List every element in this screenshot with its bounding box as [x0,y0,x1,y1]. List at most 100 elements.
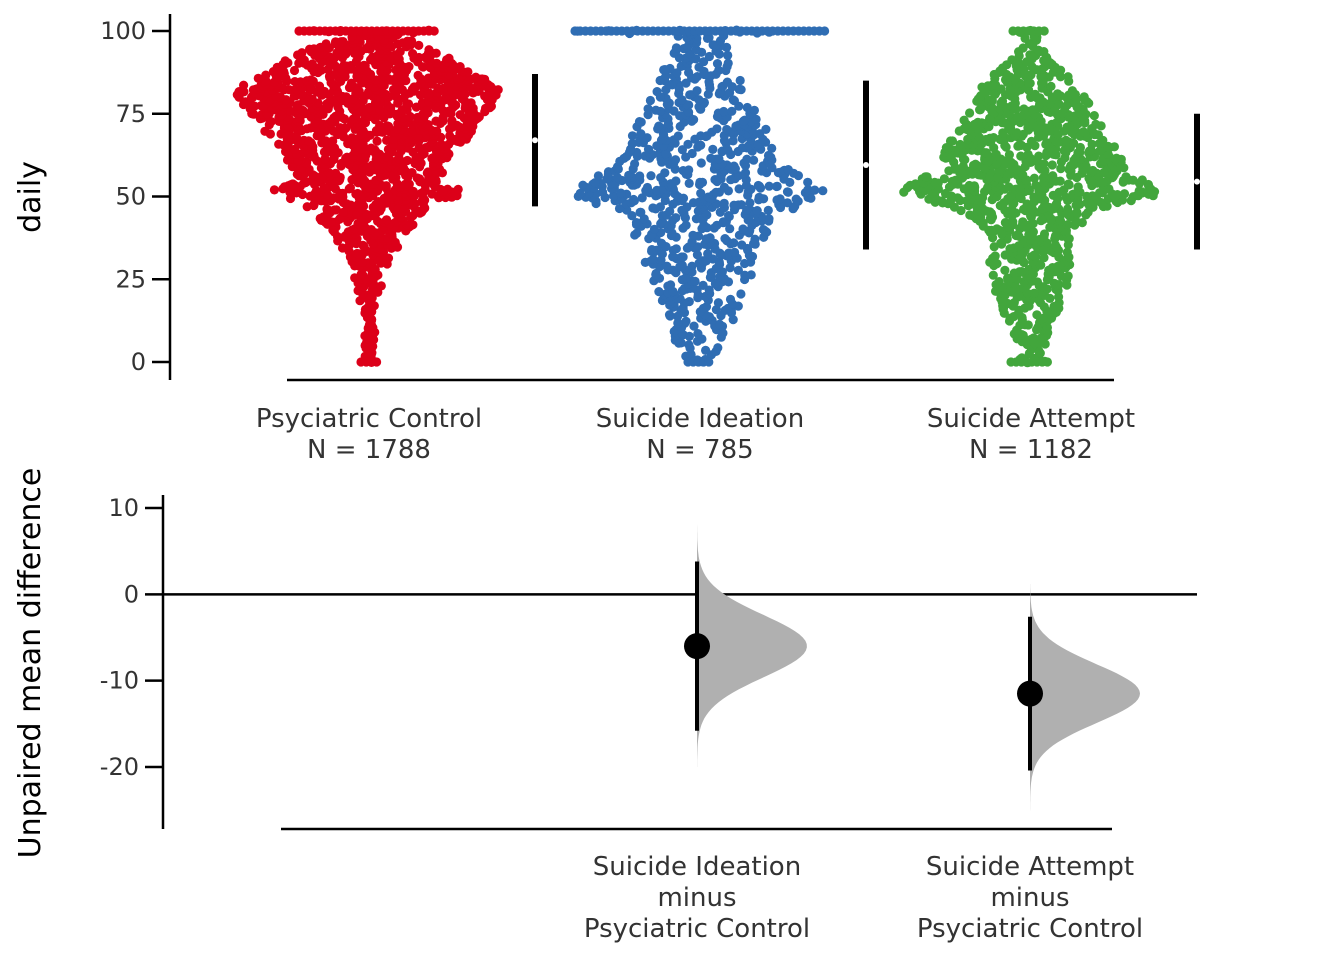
data-point [730,247,740,257]
mean-difference-point [684,633,710,660]
data-point [1063,179,1073,189]
data-point [722,77,733,87]
group-n-label: N = 1182 [969,435,1093,465]
data-point [636,207,646,217]
data-point [713,298,724,308]
data-point [631,218,642,228]
data-point [722,124,732,135]
data-point [643,144,654,154]
data-point [336,37,346,47]
data-point [321,39,331,49]
contrast-label-line: Psyciatric Control [584,914,810,944]
top-y-axis-title: daily [13,161,48,233]
data-point [671,176,681,186]
data-point [708,144,718,154]
data-point [973,117,983,127]
data-point [395,47,405,57]
data-point [764,214,774,224]
data-point [689,321,699,331]
data-point [782,187,793,197]
data-point [1000,218,1011,228]
data-point [1039,229,1050,239]
data-point [725,224,735,234]
data-point [447,116,457,126]
data-point [728,136,738,146]
data-point [1038,173,1048,183]
data-point [749,155,759,165]
data-point [383,253,394,263]
data-point [353,188,363,199]
data-point [616,188,626,198]
data-point [1063,72,1073,82]
data-point [691,214,702,224]
data-point [691,45,701,55]
data-point [735,75,745,86]
data-point [1089,111,1099,121]
data-point [274,139,284,149]
data-point [445,131,455,141]
y-tick-label: 0 [124,580,139,608]
data-point [746,270,756,280]
y-tick-label: 25 [115,265,146,293]
data-point [753,180,763,191]
data-point [370,264,380,274]
data-point [1030,89,1040,99]
data-point [684,178,694,188]
data-point [698,280,708,290]
data-point [1042,357,1052,367]
y-tick-label: 10 [108,494,139,522]
data-point [646,171,656,181]
data-point [692,250,703,260]
data-point [471,72,481,82]
data-point [652,245,662,255]
data-point [696,158,706,168]
data-point [749,105,760,115]
data-point [1087,139,1097,149]
data-point [1004,150,1015,160]
y-tick-label: -10 [100,667,139,695]
data-point [704,51,715,62]
data-point [1121,172,1131,182]
data-point [575,188,585,198]
data-point [736,289,746,299]
data-point [711,305,722,315]
data-point [1119,189,1130,199]
data-point [1137,175,1147,185]
data-point [269,185,279,195]
data-point [329,205,340,215]
data-point [1047,160,1057,170]
data-point [1034,151,1044,161]
data-point [645,95,656,106]
data-point [684,165,694,175]
data-point [820,26,830,36]
data-point [764,181,774,191]
group-mean-marker [532,137,538,144]
data-point [402,36,412,46]
bootstrap-distribution [1030,583,1140,815]
data-point [1029,333,1039,343]
data-point [1018,43,1028,53]
data-point [431,116,441,126]
data-point [360,61,370,71]
data-point [723,50,733,61]
data-point [1032,310,1042,320]
data-point [1063,271,1073,281]
data-point [305,44,315,54]
data-point [632,228,642,238]
data-point [742,102,752,113]
data-point [304,136,314,146]
data-point [741,175,751,185]
data-point [759,194,769,204]
data-point [649,224,660,234]
data-point [643,104,653,114]
data-point [635,171,645,181]
data-point [701,234,711,244]
data-point [1067,86,1077,96]
data-point [352,248,362,259]
data-point [630,159,640,169]
data-point [715,319,725,329]
y-tick-label: 0 [131,348,146,376]
